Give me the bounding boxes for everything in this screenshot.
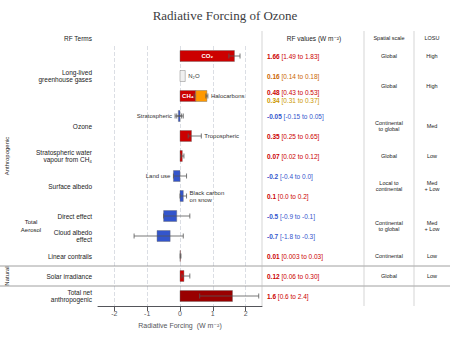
svg-text:+ Low: + Low: [425, 226, 440, 232]
svg-text:continental: continental: [376, 186, 403, 192]
svg-text:0.12: 0.12: [267, 273, 280, 280]
svg-text:[0.14 to 0.18]: [0.14 to 0.18]: [280, 73, 320, 81]
svg-text:+ Low: + Low: [425, 186, 440, 192]
svg-text:0.07: 0.07: [267, 153, 280, 160]
svg-text:High: High: [426, 83, 437, 89]
svg-text:[0.31 to 0.37]: [0.31 to 0.37]: [280, 97, 320, 105]
svg-text:High: High: [426, 53, 437, 59]
svg-text:[-1.8 to -0.3]: [-1.8 to -0.3]: [278, 233, 315, 241]
svg-text:Aerosol: Aerosol: [21, 227, 41, 233]
svg-text:Local to: Local to: [379, 180, 398, 186]
svg-text:Continental: Continental: [375, 120, 403, 126]
svg-text:Total net: Total net: [67, 289, 92, 296]
svg-text:[-0.9 to -0.1]: [-0.9 to -0.1]: [278, 213, 315, 221]
svg-text:1.66: 1.66: [267, 53, 280, 60]
svg-text:vapour from CH₄: vapour from CH₄: [43, 156, 92, 164]
svg-text:0.01: 0.01: [267, 253, 280, 260]
svg-text:-0.2: -0.2: [267, 173, 279, 180]
svg-text:Direct effect: Direct effect: [57, 213, 92, 220]
svg-text:-0.5: -0.5: [267, 213, 279, 220]
svg-text:1.6: 1.6: [267, 293, 276, 300]
svg-text:on snow: on snow: [190, 197, 213, 203]
svg-text:0.48: 0.48: [267, 89, 280, 96]
svg-text:-1: -1: [144, 310, 150, 317]
svg-text:-0.05: -0.05: [267, 113, 282, 120]
svg-text:LOSU: LOSU: [425, 35, 440, 41]
svg-text:Radiative Forcing (W m⁻²): Radiative Forcing (W m⁻²): [138, 322, 221, 330]
svg-text:CH₄: CH₄: [182, 93, 194, 99]
svg-text:CO₂: CO₂: [201, 53, 213, 59]
svg-text:Natural: Natural: [4, 266, 10, 285]
svg-text:Global: Global: [381, 53, 397, 59]
svg-text:Stratospheric water: Stratospheric water: [36, 148, 92, 156]
svg-text:[-0.4 to 0.0]: [-0.4 to 0.0]: [278, 173, 313, 181]
svg-text:[0.6 to 2.4]: [0.6 to 2.4]: [276, 293, 309, 301]
svg-text:Global: Global: [381, 153, 397, 159]
svg-text:RF Terms: RF Terms: [64, 35, 93, 42]
svg-text:Halocarbons: Halocarbons: [211, 93, 245, 99]
svg-text:Cloud albedo: Cloud albedo: [54, 229, 93, 236]
svg-text:Med: Med: [427, 180, 438, 186]
svg-text:Land use: Land use: [146, 173, 171, 179]
svg-text:Radiative Forcing of Ozone: Radiative Forcing of Ozone: [153, 8, 298, 23]
svg-text:[1.49 to 1.83]: [1.49 to 1.83]: [280, 53, 320, 61]
svg-text:Tropospheric: Tropospheric: [204, 133, 239, 139]
svg-text:anthropogenic: anthropogenic: [51, 296, 93, 304]
svg-text:-0.7: -0.7: [267, 233, 279, 240]
svg-text:Global: Global: [381, 273, 397, 279]
svg-text:2: 2: [244, 310, 248, 317]
svg-text:N₂O: N₂O: [188, 73, 200, 79]
svg-text:Long-lived: Long-lived: [62, 68, 92, 76]
svg-text:0.1: 0.1: [267, 193, 276, 200]
svg-text:RF values (W m⁻²): RF values (W m⁻²): [287, 35, 341, 43]
svg-text:Stratospheric: Stratospheric: [137, 113, 172, 119]
svg-text:0.16: 0.16: [267, 73, 280, 80]
svg-text:Ozone: Ozone: [73, 123, 93, 130]
svg-text:Spatial scale: Spatial scale: [373, 35, 404, 41]
svg-text:Global: Global: [381, 83, 397, 89]
svg-text:Low: Low: [427, 273, 437, 279]
svg-text:[0.06 to 0.30]: [0.06 to 0.30]: [280, 273, 320, 281]
svg-text:1: 1: [211, 310, 215, 317]
svg-text:Low: Low: [427, 153, 437, 159]
svg-text:[0.25 to 0.65]: [0.25 to 0.65]: [280, 133, 320, 141]
svg-text:0.34: 0.34: [267, 97, 280, 104]
svg-text:0.35: 0.35: [267, 133, 280, 140]
svg-text:Solar irradiance: Solar irradiance: [46, 273, 92, 280]
svg-text:effect: effect: [76, 236, 92, 243]
svg-text:to global: to global: [379, 226, 400, 232]
svg-text:Anthropogenic: Anthropogenic: [4, 137, 10, 176]
svg-text:to global: to global: [379, 126, 400, 132]
svg-text:Continental: Continental: [375, 253, 403, 259]
svg-text:Linear contrails: Linear contrails: [48, 253, 93, 260]
svg-text:[0.02 to 0.12]: [0.02 to 0.12]: [280, 153, 320, 161]
svg-text:0: 0: [178, 310, 182, 317]
svg-text:[0.0 to 0.2]: [0.0 to 0.2]: [276, 193, 309, 201]
svg-text:Low: Low: [427, 253, 437, 259]
svg-text:Med: Med: [427, 123, 438, 129]
svg-text:[0.43 to 0.53]: [0.43 to 0.53]: [280, 89, 320, 97]
svg-text:[-0.15 to 0.05]: [-0.15 to 0.05]: [282, 113, 324, 121]
svg-text:greenhouse gases: greenhouse gases: [39, 76, 93, 84]
svg-text:Continental: Continental: [375, 220, 403, 226]
svg-text:Total: Total: [25, 219, 38, 225]
svg-text:Med: Med: [427, 220, 438, 226]
svg-text:-2: -2: [111, 310, 117, 317]
svg-text:Surface albedo: Surface albedo: [48, 183, 92, 190]
svg-text:[0.003 to 0.03]: [0.003 to 0.03]: [280, 253, 324, 261]
svg-text:Black carbon: Black carbon: [190, 190, 225, 196]
